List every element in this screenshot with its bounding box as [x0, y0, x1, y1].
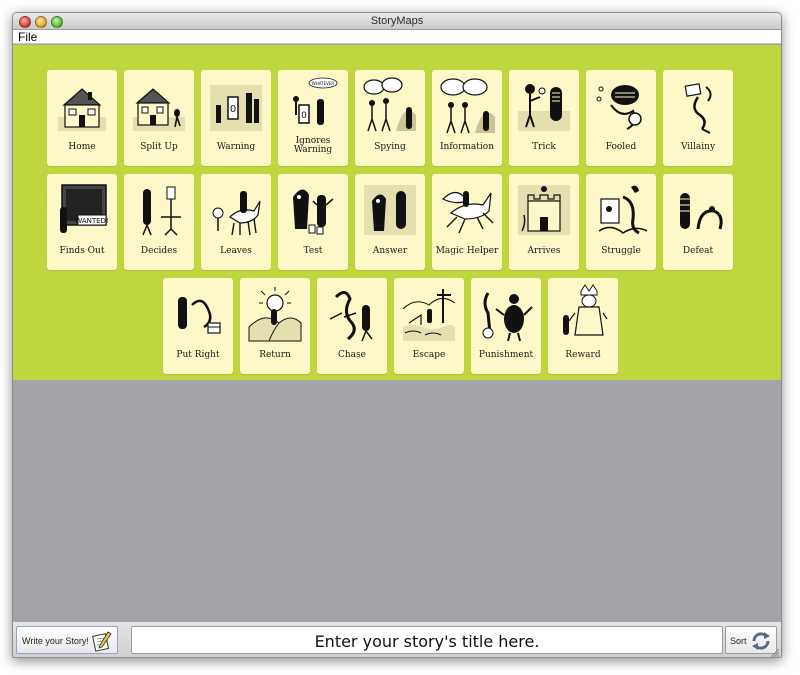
card-answer[interactable]: Answer	[355, 174, 425, 270]
card-warning[interactable]: 0 Warning	[201, 70, 271, 166]
card-label: Villainy	[680, 142, 716, 152]
card-label: Decides	[140, 246, 178, 256]
svg-text:0: 0	[301, 111, 307, 121]
card-put-right[interactable]: Put Right	[163, 278, 233, 374]
sort-button-label: Sort	[730, 636, 747, 646]
resize-grip-icon[interactable]	[769, 647, 779, 657]
card-decides[interactable]: Decides	[124, 174, 194, 270]
card-leaves[interactable]: Leaves	[201, 174, 271, 270]
svg-text:0: 0	[230, 104, 236, 115]
split-house-icon	[133, 88, 185, 131]
story-title-input[interactable]	[131, 626, 723, 654]
card-label: Ignores Warning	[278, 137, 348, 155]
card-chase[interactable]: Chase	[317, 278, 387, 374]
return-icon	[248, 287, 302, 342]
test-icon	[293, 189, 334, 235]
ignores-warning-icon: WHATEVER 0	[293, 77, 338, 125]
card-home[interactable]: Home	[47, 70, 117, 166]
menu-bar: File	[13, 30, 781, 44]
card-label: Put Right	[176, 350, 220, 360]
card-return[interactable]: Return	[240, 278, 310, 374]
bottom-toolbar: Write your Story! Sort	[13, 621, 781, 657]
card-struggle[interactable]: Struggle	[586, 174, 656, 270]
write-button-label: Write your Story!	[22, 636, 89, 646]
svg-text:WANTED!: WANTED!	[75, 217, 108, 225]
card-spying[interactable]: Spying	[355, 70, 425, 166]
card-label: Warning	[216, 142, 256, 152]
card-label-line: Warning	[293, 145, 333, 155]
punishment-icon	[482, 292, 533, 342]
card-label: Arrives	[527, 246, 561, 256]
put-right-icon	[178, 297, 221, 334]
decides-icon	[142, 186, 181, 236]
card-label: Answer	[372, 246, 408, 256]
card-label: Struggle	[601, 246, 641, 256]
card-label: Escape	[412, 350, 446, 360]
castle-icon	[518, 185, 570, 235]
card-punishment[interactable]: Punishment	[471, 278, 541, 374]
card-label: Fooled	[605, 142, 637, 152]
information-icon	[440, 78, 495, 134]
card-label: Trick	[532, 142, 556, 152]
window-title: StoryMaps	[370, 15, 424, 27]
card-test[interactable]: Test	[278, 174, 348, 270]
card-label: Information	[439, 142, 494, 152]
winged-horse-icon	[441, 191, 494, 234]
house-icon	[58, 88, 106, 131]
zoom-window-button[interactable]	[51, 16, 63, 28]
escape-icon	[402, 289, 456, 341]
card-arrives[interactable]: Arrives	[509, 174, 579, 270]
card-magic-helper[interactable]: Magic Helper	[432, 174, 502, 270]
svg-text:WHATEVER: WHATEVER	[312, 81, 335, 86]
warning-sign-icon: 0	[210, 85, 262, 131]
minimize-window-button[interactable]	[35, 16, 47, 28]
villainy-icon	[684, 83, 712, 134]
card-villainy[interactable]: Villainy	[663, 70, 733, 166]
struggle-icon	[598, 185, 648, 235]
leaves-horse-icon	[212, 191, 261, 236]
menu-file[interactable]: File	[18, 30, 38, 44]
sort-button[interactable]: Sort	[725, 626, 777, 654]
card-label: Defeat	[682, 246, 714, 256]
refresh-arrows-icon	[752, 632, 770, 650]
write-your-story-button[interactable]: Write your Story!	[16, 626, 118, 654]
card-label: Leaves	[220, 246, 252, 256]
card-label: Punishment	[478, 350, 534, 360]
card-escape[interactable]: Escape	[394, 278, 464, 374]
card-label: Magic Helper	[435, 246, 499, 256]
answer-icon	[364, 185, 416, 235]
card-label: Home	[68, 142, 96, 152]
card-finds-out[interactable]: WANTED! Finds Out	[47, 174, 117, 270]
wanted-poster-icon: WANTED!	[60, 184, 109, 233]
spying-icon	[363, 77, 416, 132]
card-defeat[interactable]: Defeat	[663, 174, 733, 270]
card-label: Chase	[338, 350, 366, 360]
card-label: Test	[303, 246, 323, 256]
card-fooled[interactable]: Fooled	[586, 70, 656, 166]
card-label: Spying	[374, 142, 406, 152]
card-trick[interactable]: Trick	[509, 70, 579, 166]
title-bar[interactable]: StoryMaps	[13, 13, 781, 30]
defeat-icon	[680, 193, 723, 230]
card-reward[interactable]: Reward	[548, 278, 618, 374]
card-split-up[interactable]: Split Up	[124, 70, 194, 166]
card-label: Reward	[565, 350, 601, 360]
card-information[interactable]: Information	[432, 70, 502, 166]
card-label: Return	[259, 350, 291, 360]
pencil-notepad-icon	[92, 631, 112, 652]
fooled-icon	[596, 85, 642, 130]
card-ignores-warning[interactable]: WHATEVER 0 Ignores Warning	[278, 70, 348, 166]
king-crown-icon	[563, 284, 608, 336]
trick-icon	[518, 84, 570, 131]
story-card-board: Home Split Up 0	[13, 45, 781, 380]
card-label-line: Ignores	[295, 136, 331, 146]
app-window: StoryMaps File Home	[12, 12, 782, 658]
chase-icon	[329, 291, 373, 342]
card-label: Finds Out	[59, 246, 105, 256]
close-window-button[interactable]	[19, 16, 31, 28]
card-label: Split Up	[140, 142, 178, 152]
